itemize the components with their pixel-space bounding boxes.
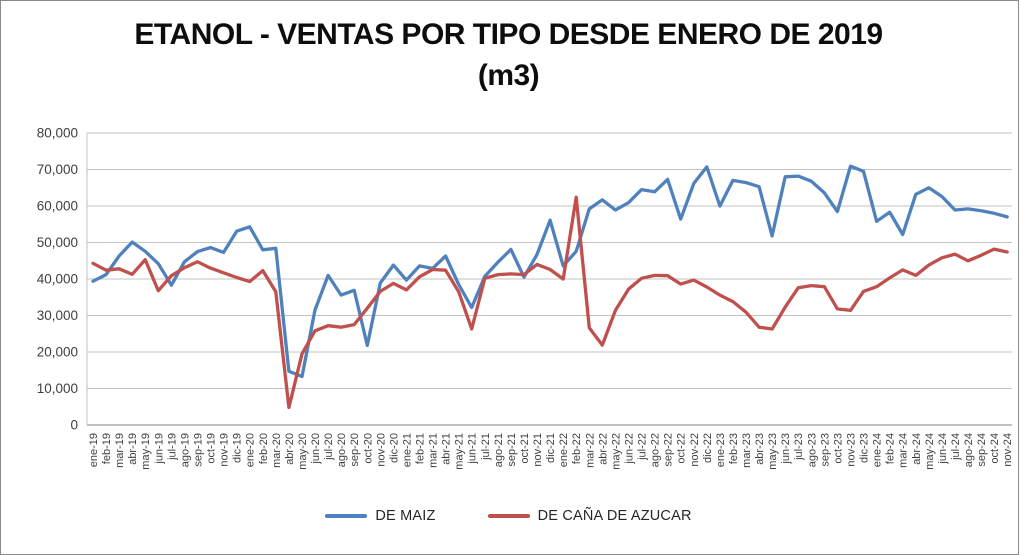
x-axis-tick-label: may-21 xyxy=(454,433,466,470)
x-axis-tick-label: may-20 xyxy=(297,433,309,470)
x-axis-tick-label: dic-22 xyxy=(702,433,714,463)
x-axis-tick-label: mar-23 xyxy=(741,433,753,468)
x-axis-tick-label: feb-23 xyxy=(728,433,740,464)
x-axis-tick-label: jun-24 xyxy=(937,433,949,465)
y-axis-tick-label: 70,000 xyxy=(37,162,78,177)
y-axis-tick-label: 40,000 xyxy=(37,272,78,287)
x-axis-tick-label: oct-23 xyxy=(832,433,844,464)
x-axis-tick-label: feb-20 xyxy=(258,433,270,464)
x-axis-tick-label: may-22 xyxy=(610,433,622,470)
x-axis-tick-label: ago-23 xyxy=(806,433,818,467)
x-axis-tick-label: jul-24 xyxy=(950,433,962,461)
x-axis-tick-label: ago-21 xyxy=(493,433,505,467)
x-axis-tick-label: ene-19 xyxy=(88,433,100,467)
y-axis-tick-label: 60,000 xyxy=(37,199,78,214)
x-axis-tick-label: sep-22 xyxy=(663,433,675,467)
series-line-de-cana-de-azucar[interactable] xyxy=(91,195,1009,410)
x-axis-tick-label: jul-21 xyxy=(480,433,492,461)
x-axis-tick-label: may-23 xyxy=(767,433,779,470)
x-axis-tick-label: oct-24 xyxy=(989,433,1001,464)
x-axis-tick-label: jun-21 xyxy=(467,433,479,465)
x-axis-tick-label: abr-19 xyxy=(127,433,139,465)
x-axis-tick-label: dic-23 xyxy=(859,433,871,463)
x-axis-tick-label: ene-21 xyxy=(401,433,413,467)
legend-item-de-cana-de-azucar[interactable]: DE CAÑA DE AZUCAR xyxy=(487,508,692,524)
x-axis-tick-label: dic-20 xyxy=(388,433,400,463)
x-axis-tick-label: nov-20 xyxy=(375,433,387,467)
maiz-line-swatch-icon xyxy=(325,514,368,518)
x-axis-tick-label: jul-23 xyxy=(793,433,805,461)
x-axis-tick-label: sep-19 xyxy=(192,433,204,467)
x-axis-tick-label: jul-22 xyxy=(637,433,649,461)
x-axis-tick-label: mar-19 xyxy=(114,433,126,468)
x-axis-tick-label: ene-22 xyxy=(558,433,570,467)
x-axis-tick-label: ene-23 xyxy=(715,433,727,467)
x-axis-tick-label: abr-22 xyxy=(597,433,609,465)
y-axis-tick-label: 20,000 xyxy=(37,345,78,360)
x-axis-tick-label: ene-20 xyxy=(245,433,257,467)
x-axis-tick-label: abr-21 xyxy=(441,433,453,465)
x-axis-tick-label: oct-19 xyxy=(206,433,218,464)
y-axis-tick-label: 10,000 xyxy=(37,381,78,396)
x-axis-tick-label: feb-24 xyxy=(885,433,897,464)
x-axis-tick-label: sep-23 xyxy=(819,433,831,467)
x-axis-tick-label: nov-24 xyxy=(1002,433,1014,467)
x-axis-tick-label: nov-23 xyxy=(845,433,857,467)
x-axis-tick-label: abr-24 xyxy=(911,433,923,465)
x-axis-tick-label: jun-19 xyxy=(153,433,165,465)
chart-title-line1: ETANOL - VENTAS POR TIPO DESDE ENERO DE … xyxy=(134,18,883,51)
x-axis-tick-label: oct-21 xyxy=(519,433,531,464)
x-axis-tick-label: abr-23 xyxy=(754,433,766,465)
x-axis-tick-label: ago-22 xyxy=(650,433,662,467)
series-line-de-maiz[interactable] xyxy=(91,164,1009,379)
legend-label: DE MAIZ xyxy=(375,508,436,524)
legend-item-de-maiz[interactable]: DE MAIZ xyxy=(325,508,435,524)
x-axis-tick-label: may-24 xyxy=(924,433,936,470)
x-axis-tick-label: ene-24 xyxy=(872,433,884,467)
x-axis-tick-label: jun-23 xyxy=(780,433,792,465)
y-axis-tick-label: 50,000 xyxy=(37,235,78,250)
x-axis-tick-label: jun-20 xyxy=(310,433,322,465)
x-axis-tick-label: nov-22 xyxy=(689,433,701,467)
y-axis-tick-label: 0 xyxy=(70,418,78,433)
x-axis-tick-label: sep-21 xyxy=(506,433,518,467)
x-axis-tick-label: dic-19 xyxy=(232,433,244,463)
legend-label: DE CAÑA DE AZUCAR xyxy=(537,508,692,524)
chart-title-line2: (m3) xyxy=(477,59,540,92)
x-axis-tick-label: mar-20 xyxy=(271,433,283,468)
x-axis-tick-label: nov-21 xyxy=(532,433,544,467)
x-axis-tick-label: ago-19 xyxy=(179,433,191,467)
x-axis-tick-label: ago-20 xyxy=(336,433,348,467)
x-axis-tick-label: sep-24 xyxy=(976,433,988,467)
x-axis-tick-label: oct-20 xyxy=(362,433,374,464)
x-axis-tick-label: jul-19 xyxy=(166,433,178,461)
x-axis-tick-label: jun-22 xyxy=(623,433,635,465)
x-axis-tick-label: feb-19 xyxy=(101,433,113,464)
x-axis-tick-label: ago-24 xyxy=(963,433,975,467)
y-axis-tick-label: 80,000 xyxy=(37,126,78,141)
chart-legend: DE MAIZ DE CAÑA DE AZUCAR xyxy=(0,508,1017,524)
x-axis-tick-label: oct-22 xyxy=(676,433,688,464)
x-axis-tick-label: feb-21 xyxy=(415,433,427,464)
cana-line-swatch-icon xyxy=(487,514,530,518)
x-axis-tick-label: abr-20 xyxy=(284,433,296,465)
x-axis-tick-label: mar-21 xyxy=(428,433,440,468)
x-axis-tick-label: mar-24 xyxy=(898,433,910,468)
chart-title: ETANOL - VENTAS POR TIPO DESDE ENERO DE … xyxy=(0,14,1017,96)
y-axis-tick-label: 30,000 xyxy=(37,308,78,323)
x-axis-tick-label: jul-20 xyxy=(323,433,335,461)
x-axis-tick-label: dic-21 xyxy=(545,433,557,463)
x-axis-tick-label: feb-22 xyxy=(571,433,583,464)
x-axis-tick-label: may-19 xyxy=(140,433,152,470)
x-axis-tick-label: nov-19 xyxy=(219,433,231,467)
x-axis-tick-label: mar-22 xyxy=(584,433,596,468)
x-axis-tick-label: sep-20 xyxy=(349,433,361,467)
